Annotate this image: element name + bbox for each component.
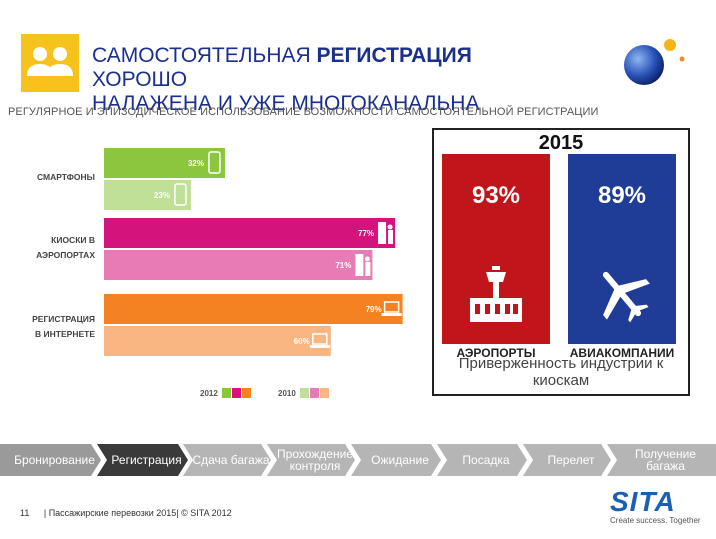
panel-caption: Приверженность индустрии к киоскам xyxy=(458,355,664,389)
legend-swatch xyxy=(242,388,251,398)
process-step-label: Ожидание xyxy=(371,453,429,467)
page-number: 11 xyxy=(20,508,30,518)
airports-value: 93% xyxy=(471,182,521,209)
laptop-icon xyxy=(381,301,402,316)
chart-subtitle: РЕГУЛЯРНОЕ И ЭПИЗОДИЧЕСКОЕ ИСПОЛЬЗОВАНИЕ… xyxy=(8,106,599,118)
process-step: Получение багажа xyxy=(607,444,716,476)
sita-brand: SITA xyxy=(610,486,676,517)
process-step-label: Прохождение контроля xyxy=(277,447,353,473)
process-step-label: Сдача багажа xyxy=(192,453,270,467)
process-step: Регистрация xyxy=(97,444,188,476)
legend-swatch xyxy=(222,388,231,398)
bar-2010 xyxy=(104,250,373,280)
page-title: САМОСТОЯТЕЛЬНАЯ РЕГИСТРАЦИЯ ХОРОШО НАЛАЖ… xyxy=(92,44,480,115)
process-step: Ожидание xyxy=(351,444,441,476)
smartphone-icon xyxy=(208,151,221,174)
sita-tagline: Create success. Together xyxy=(610,516,701,525)
bar-value-label: 60% xyxy=(294,337,310,346)
process-step-label: Бронирование xyxy=(14,453,95,467)
process-step: Бронирование xyxy=(0,444,101,476)
sita-logo: SITA Create success. Together xyxy=(610,486,710,525)
bar-2010 xyxy=(104,326,331,356)
legend-swatch xyxy=(300,388,309,398)
bar-value-label: 23% xyxy=(154,191,170,200)
legend-swatch xyxy=(232,388,241,398)
category-label: РЕГИСТРАЦИЯ xyxy=(32,314,95,324)
people-logo xyxy=(21,34,79,92)
process-step: Посадка xyxy=(437,444,527,476)
panel-year: 2015 xyxy=(538,132,584,154)
process-step: Прохождение контроля xyxy=(267,444,355,476)
airports-label: АЭРОПОРТЫ xyxy=(456,346,536,360)
airport-tower-icon xyxy=(470,266,522,322)
process-step: Перелет xyxy=(523,444,611,476)
airlines-bar: 89% xyxy=(568,154,676,344)
footer: 11 | Пассажирские перевозки 2015| © SITA… xyxy=(20,508,232,518)
two-people-icon xyxy=(27,47,73,76)
bar-value-label: 32% xyxy=(188,159,204,168)
legend-label: 2010 xyxy=(278,389,296,398)
airlines-value: 89% xyxy=(597,182,647,209)
airplane-icon xyxy=(602,271,650,323)
globe-logo-icon xyxy=(624,39,685,85)
legend-swatch xyxy=(310,388,319,398)
bar-2012 xyxy=(104,218,396,248)
kiosk-icon xyxy=(378,222,394,244)
legend-swatch xyxy=(320,388,329,398)
bar-value-label: 77% xyxy=(358,229,374,238)
category-label: В ИНТЕРНЕТЕ xyxy=(35,329,95,339)
bar-2012 xyxy=(104,294,403,324)
kiosk-commitment-panel: 2015 93% 89% xyxy=(432,128,690,396)
bar-2012 xyxy=(104,148,225,178)
usage-bar-chart: СМАРТФОНЫ 32% 23% КИОСКИ В АЭРОПОРТАХ 77% 71% Р… xyxy=(32,148,403,398)
laptop-icon xyxy=(309,333,330,348)
bar-value-label: 79% xyxy=(366,305,382,314)
passenger-process-steps: Бронирование Регистрация Сдача багажа Прохо… xyxy=(0,444,716,476)
process-step-label: Получение багажа xyxy=(635,447,696,473)
kiosk-icon xyxy=(355,254,371,276)
airports-bar: 93% xyxy=(442,154,550,344)
category-label: АЭРОПОРТАХ xyxy=(36,250,95,260)
process-step-label: Перелет xyxy=(547,453,595,467)
airlines-label: АВИАКОМПАНИИ xyxy=(569,346,675,360)
process-step-label: Регистрация xyxy=(111,453,182,467)
process-step: Сдача багажа xyxy=(183,444,271,476)
bar-value-label: 71% xyxy=(335,261,351,270)
category-label: КИОСКИ В xyxy=(51,235,95,245)
process-step-label: Посадка xyxy=(462,453,510,467)
footer-text: | Пассажирские перевозки 2015| © SITA 20… xyxy=(43,508,232,518)
legend-label: 2012 xyxy=(200,389,218,398)
category-label: СМАРТФОНЫ xyxy=(37,172,95,182)
smartphone-icon xyxy=(174,183,187,206)
